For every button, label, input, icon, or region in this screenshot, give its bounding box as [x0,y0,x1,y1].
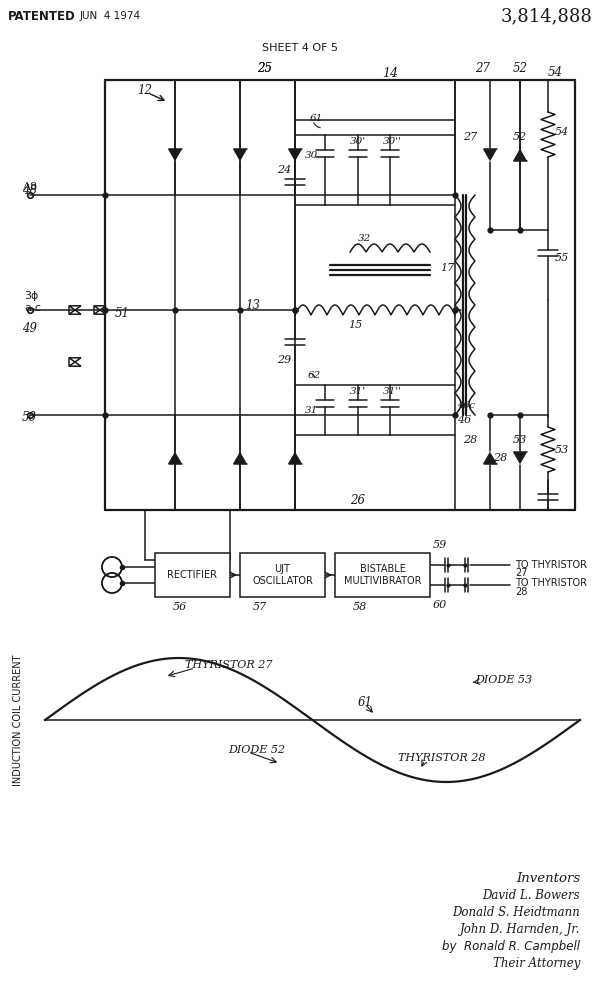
Text: 30': 30' [350,137,366,146]
Text: INDUCTION COIL CURRENT: INDUCTION COIL CURRENT [13,654,23,786]
Polygon shape [233,150,247,161]
Text: 28: 28 [515,587,527,597]
Polygon shape [514,150,527,161]
Text: TO THYRISTOR: TO THYRISTOR [515,560,587,570]
Text: RECTIFIER: RECTIFIER [167,570,218,580]
Text: 61: 61 [310,114,323,123]
Text: 24: 24 [277,165,291,175]
Text: 46: 46 [457,415,471,425]
Text: 29: 29 [277,355,291,365]
Polygon shape [289,150,302,161]
Bar [240,553,325,597]
Polygon shape [289,452,302,463]
Text: 57: 57 [253,602,267,612]
Text: 54: 54 [555,127,569,137]
Text: 54: 54 [548,65,563,78]
Text: 31': 31' [350,387,366,396]
Text: 28: 28 [493,453,507,463]
Text: 3ϕ: 3ϕ [24,291,38,302]
Text: 53: 53 [555,445,569,455]
Text: 56: 56 [173,602,187,612]
Text: 48: 48 [22,184,37,197]
Text: 3,814,888: 3,814,888 [500,7,592,25]
Text: 15: 15 [348,320,362,330]
Text: 14: 14 [382,66,398,79]
Text: Their Attorney: Their Attorney [493,957,580,970]
Text: 26: 26 [350,493,365,507]
Text: THYRISTOR 27: THYRISTOR 27 [185,660,272,670]
Text: 55: 55 [555,253,569,263]
Text: 17: 17 [440,263,454,273]
Text: 49: 49 [22,322,37,335]
Text: DIODE 53: DIODE 53 [475,675,532,685]
Text: 53: 53 [513,435,527,445]
Text: THYRISTOR 28: THYRISTOR 28 [398,753,485,763]
Text: BISTABLE
MULTIVIBRATOR: BISTABLE MULTIVIBRATOR [344,564,421,586]
Text: JUN  4 1974: JUN 4 1974 [80,11,141,21]
Text: a-c: a-c [24,303,41,313]
Polygon shape [514,452,527,463]
Polygon shape [233,452,247,463]
Text: 60: 60 [433,600,447,610]
Text: 31: 31 [305,405,318,414]
Text: 25: 25 [257,61,272,74]
Text: 52: 52 [513,132,527,142]
Polygon shape [169,150,182,161]
Text: 51: 51 [115,307,130,320]
Text: 13: 13 [245,298,260,312]
Polygon shape [169,452,182,463]
Text: 52: 52 [512,61,527,74]
Text: TO THYRISTOR: TO THYRISTOR [515,578,587,588]
Bar [335,553,430,597]
Text: PATENTED: PATENTED [8,9,76,22]
Text: 12: 12 [137,83,152,96]
Text: DIODE 52: DIODE 52 [228,745,285,755]
Text: 25: 25 [257,61,272,74]
Text: 31'': 31'' [383,387,401,396]
Text: David L. Bowers: David L. Bowers [482,888,580,901]
Text: 61: 61 [358,695,373,709]
Text: 46c: 46c [457,401,475,409]
Text: 27: 27 [476,61,491,74]
Text: Inventors: Inventors [516,871,580,884]
Text: 27: 27 [463,132,477,142]
Text: 28: 28 [463,435,477,445]
Polygon shape [484,452,497,463]
Text: John D. Harnden, Jr.: John D. Harnden, Jr. [460,923,580,936]
Text: UJT
OSCILLATOR: UJT OSCILLATOR [252,564,313,586]
Text: 50: 50 [22,410,37,423]
Text: 59: 59 [433,540,447,550]
Text: by  Ronald R. Campbell: by Ronald R. Campbell [442,940,580,953]
Polygon shape [484,150,497,161]
Text: 30: 30 [305,151,318,160]
Bar [101,557,123,593]
Text: Donald S. Heidtmann: Donald S. Heidtmann [452,906,580,919]
Text: 32: 32 [358,233,371,242]
Text: 27: 27 [515,568,527,578]
Bar [155,553,230,597]
Text: 62: 62 [308,371,321,380]
Text: SHEET 4 OF 5: SHEET 4 OF 5 [262,43,338,53]
Text: 30'': 30'' [383,137,401,146]
Text: A8: A8 [22,182,37,192]
Text: 58: 58 [353,602,367,612]
